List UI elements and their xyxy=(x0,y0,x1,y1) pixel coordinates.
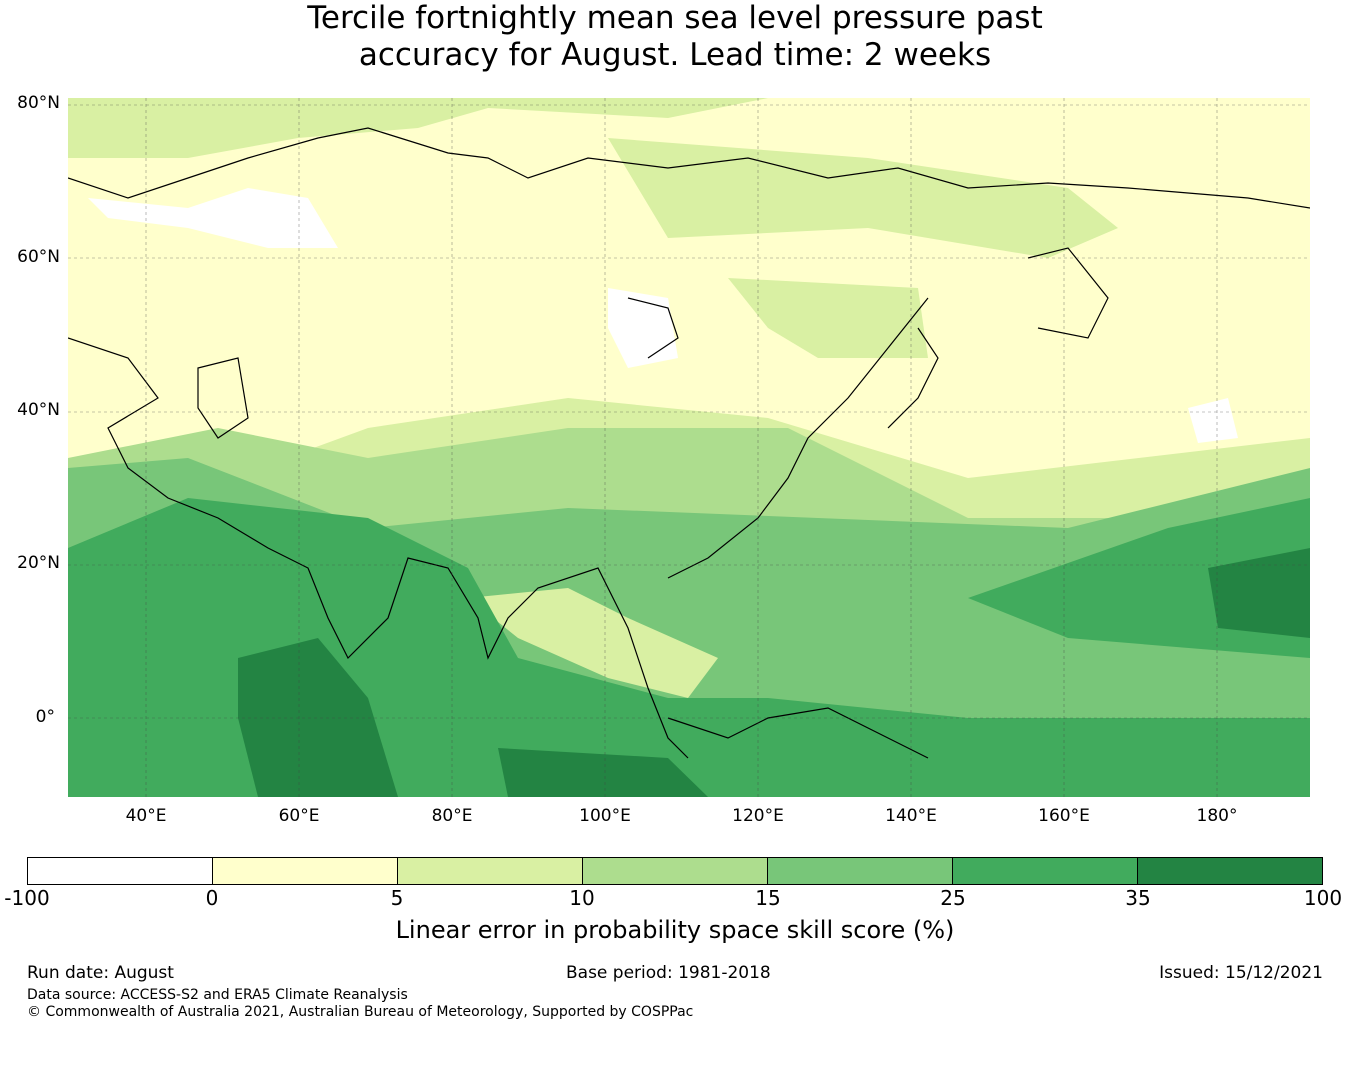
region-35-100-java xyxy=(498,748,708,797)
lat-label-20n: 20°N xyxy=(17,553,60,573)
lon-label-120e: 120°E xyxy=(732,806,784,826)
lon-label-40e: 40°E xyxy=(125,806,167,826)
region-negative-pacific xyxy=(1188,398,1238,443)
skill-score-map xyxy=(68,98,1310,797)
colorbar-segment-10-15 xyxy=(583,858,768,884)
lon-label-100e: 100°E xyxy=(579,806,631,826)
colorbar-segment-35-100 xyxy=(1138,858,1322,884)
east-asia-coast xyxy=(667,297,929,579)
colorbar-segment-15-25 xyxy=(768,858,953,884)
copyright: © Commonwealth of Australia 2021, Austra… xyxy=(27,1004,694,1020)
data-source: Data source: ACCESS-S2 and ERA5 Climate … xyxy=(27,987,408,1003)
issued-date: Issued: 15/12/2021 xyxy=(1159,963,1323,983)
colorbar-label: Linear error in probability space skill … xyxy=(395,916,955,944)
colorbar-segment-0-5 xyxy=(213,858,398,884)
colorbar xyxy=(27,857,1323,885)
region-5-10-mongolia xyxy=(728,278,928,358)
colorbar-tick: 0 xyxy=(205,886,219,910)
lon-label-180: 180° xyxy=(1196,806,1238,826)
kamchatka-coast xyxy=(1027,247,1109,339)
map-canvas xyxy=(68,98,1310,797)
base-period: Base period: 1981-2018 xyxy=(566,963,771,983)
lat-label-60n: 60°N xyxy=(17,247,60,267)
colorbar-tick: -100 xyxy=(4,886,50,910)
lat-label-0: 0° xyxy=(35,707,55,727)
lon-label-80e: 80°E xyxy=(431,806,473,826)
colorbar-segment-neg100-0 xyxy=(28,858,213,884)
title-line-1: Tercile fortnightly mean sea level press… xyxy=(307,0,1043,36)
title-line-2: accuracy for August. Lead time: 2 weeks xyxy=(358,37,992,73)
colorbar-tick: 100 xyxy=(1303,886,1343,910)
lake-baikal xyxy=(627,297,679,359)
run-date: Run date: August xyxy=(27,963,174,983)
map-title: Tercile fortnightly mean sea level press… xyxy=(0,0,1350,74)
colorbar-tick: 10 xyxy=(569,886,595,910)
arctic-coast xyxy=(68,127,1310,209)
region-5-10-seasia xyxy=(468,588,718,698)
region-negative-europe xyxy=(88,188,338,248)
caspian-sea xyxy=(197,357,249,439)
japan-coast xyxy=(887,327,939,429)
region-35-100-pacific xyxy=(1208,548,1310,638)
region-5-10-siberia xyxy=(608,138,1118,258)
indonesia-coast xyxy=(667,707,929,759)
colorbar-tick: 25 xyxy=(940,886,966,910)
region-5-10-north xyxy=(68,98,768,158)
colorbar-segment-25-35 xyxy=(953,858,1138,884)
region-35-100-indian xyxy=(238,638,398,797)
colorbar-tick: 35 xyxy=(1125,886,1151,910)
south-asia-coast xyxy=(68,337,689,759)
colorbar-segment-5-10 xyxy=(398,858,583,884)
graticule xyxy=(68,98,1310,797)
lat-label-80n: 80°N xyxy=(17,93,60,113)
lat-label-40n: 40°N xyxy=(17,400,60,420)
coastlines xyxy=(68,127,1310,759)
lon-label-60e: 60°E xyxy=(278,806,320,826)
colorbar-tick: 5 xyxy=(390,886,404,910)
region-negative-baikal xyxy=(608,288,678,368)
region-25-35 xyxy=(68,498,1310,797)
lon-label-140e: 140°E xyxy=(885,806,937,826)
colorbar-tick: 15 xyxy=(755,886,781,910)
lon-label-160e: 160°E xyxy=(1038,806,1090,826)
